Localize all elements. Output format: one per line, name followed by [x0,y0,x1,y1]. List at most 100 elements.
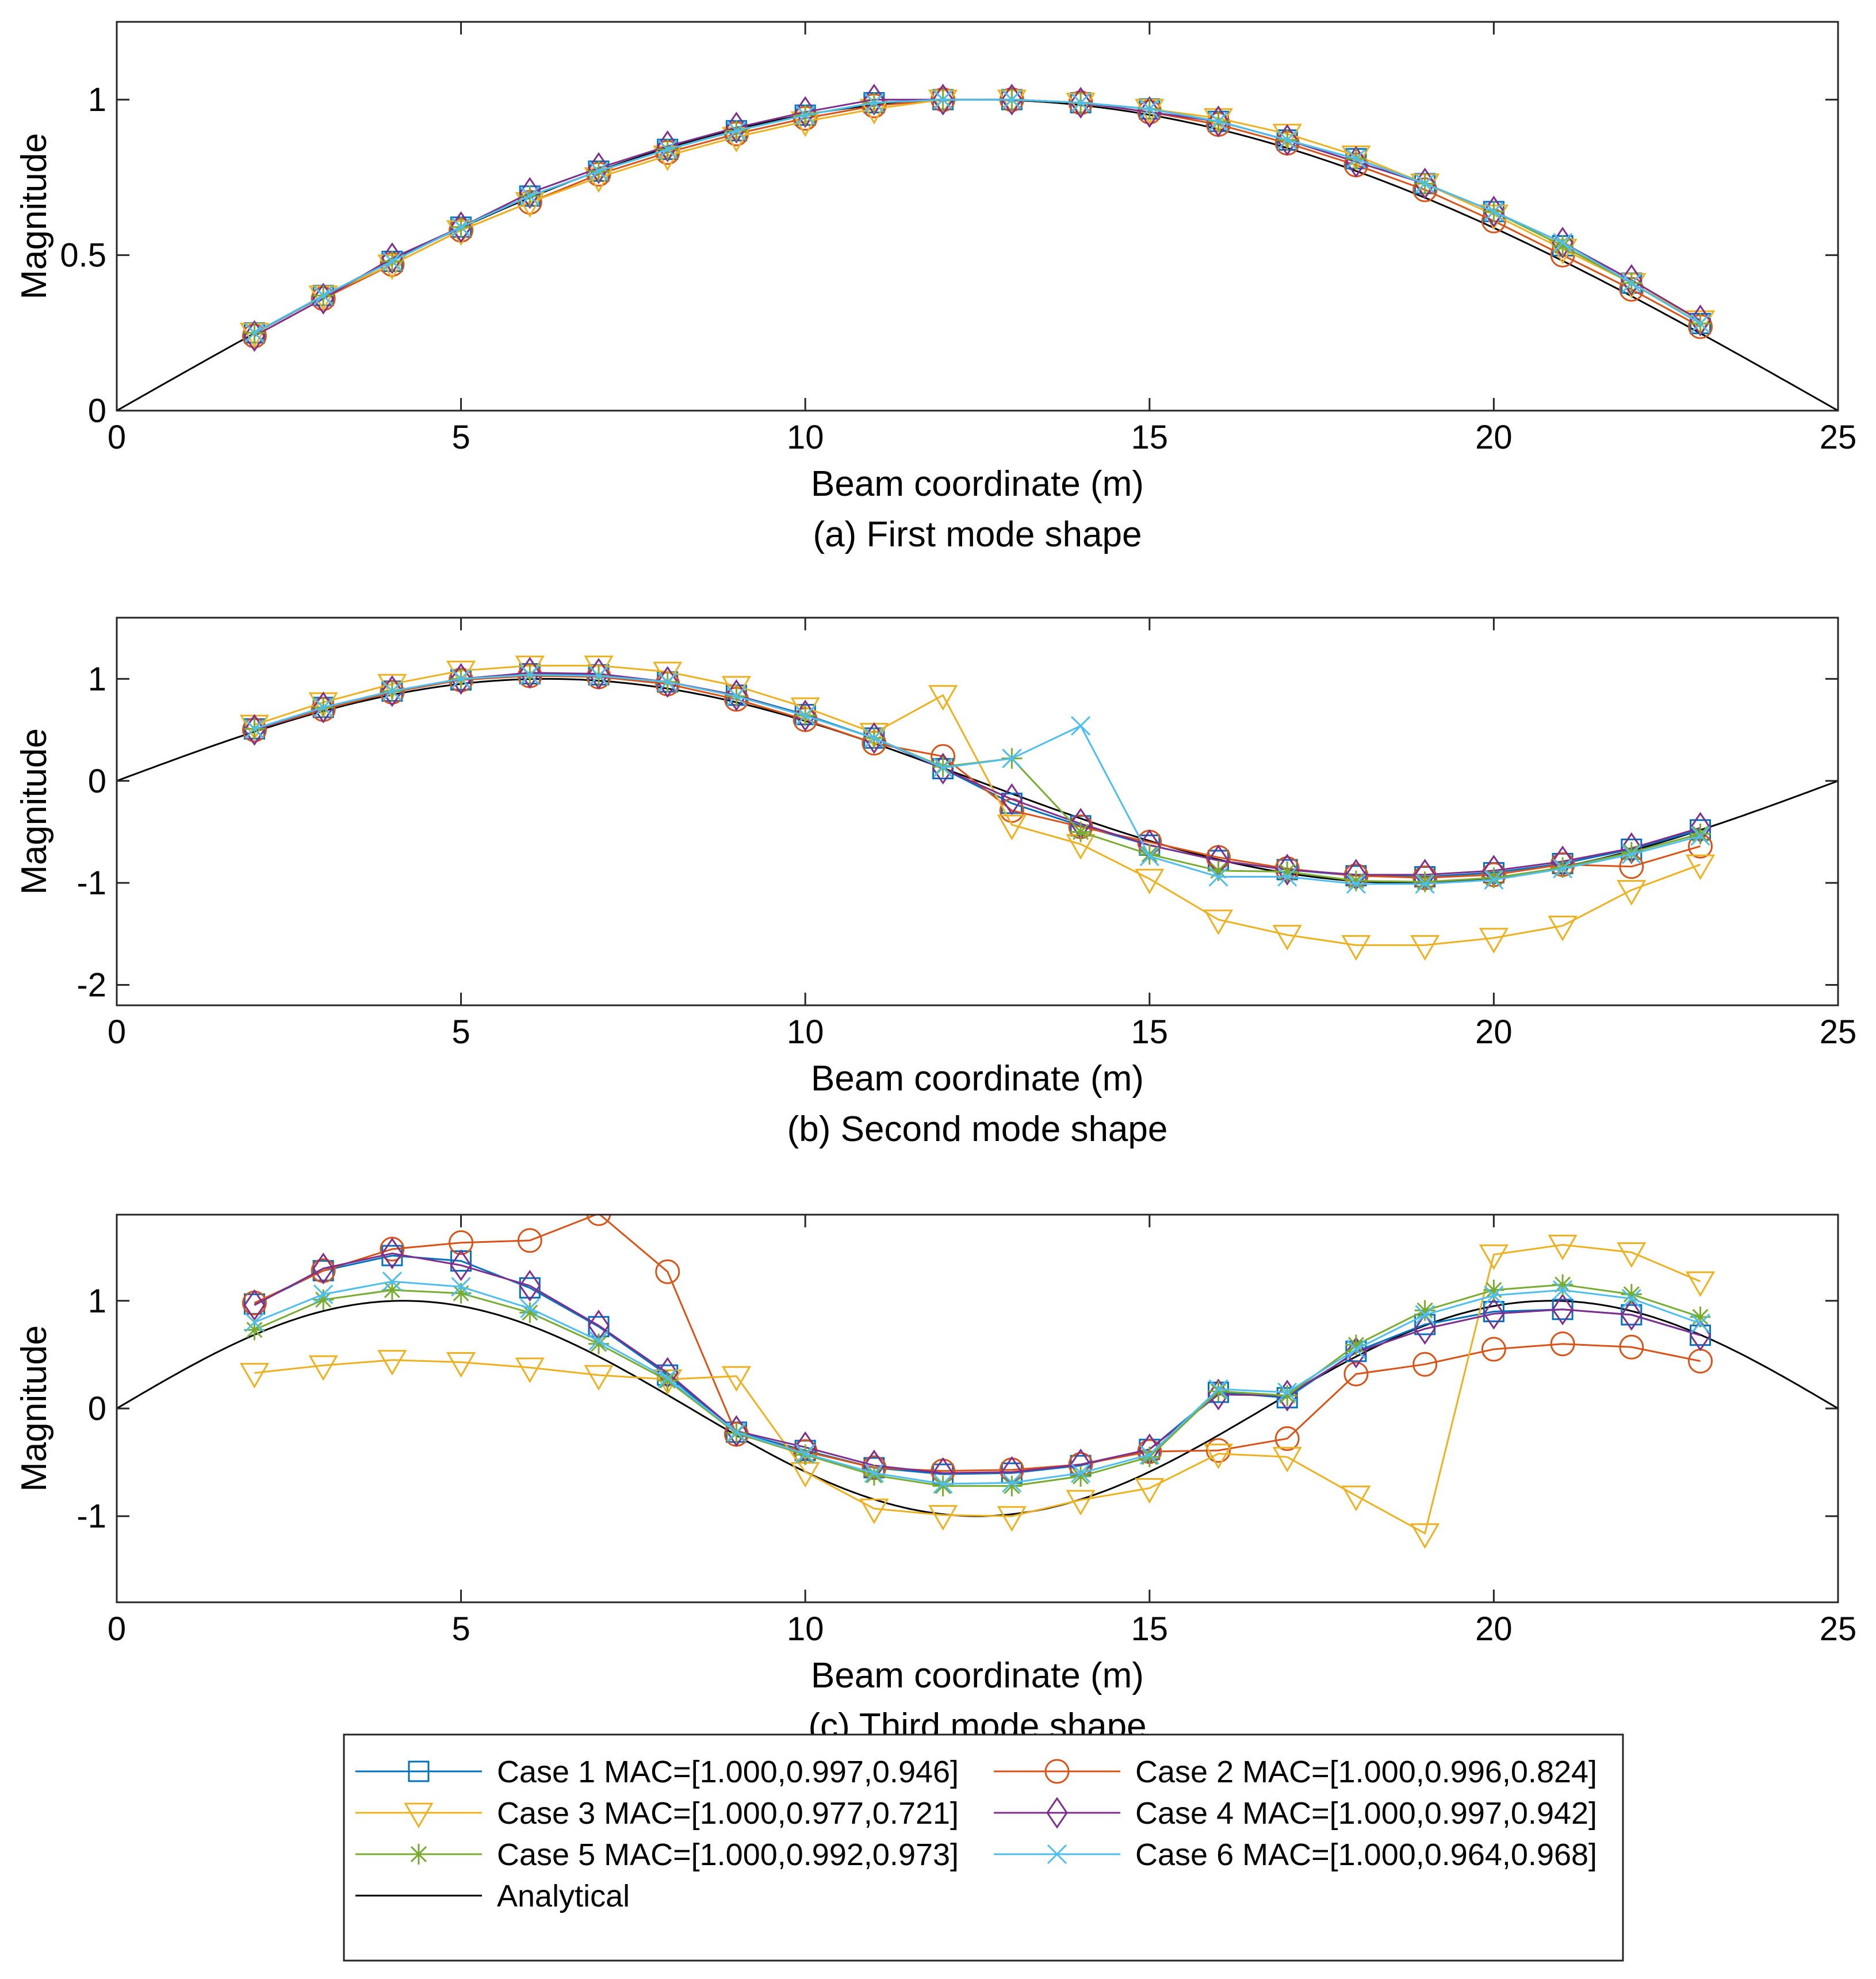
series-line-c5 [254,1284,1701,1487]
data-point-c5-x7 [588,1333,610,1354]
data-point-c6-x7 [588,161,609,181]
data-point-c3-x22 [1617,880,1647,906]
data-point-c2-x16 [1206,1438,1231,1463]
data-point-c6-x6 [520,1298,540,1318]
data-point-c4-x11 [863,722,885,754]
legend-marker-c6 [1047,1844,1067,1865]
data-point-c3-x13 [997,1506,1027,1532]
data-point-c3-x20 [1479,928,1509,954]
data-point-c6-x11 [864,93,884,113]
data-point-c3-x13 [997,814,1027,841]
data-point-c5-x15 [1139,1446,1160,1468]
data-point-c6-x8 [657,1368,677,1388]
data-point-c2-x22 [1619,1334,1644,1360]
data-point-c2-x19 [1412,1352,1438,1377]
data-point-c2-x8 [655,1259,680,1284]
data-point-c5-x18 [1345,870,1366,891]
x-tick-label: 25 [1820,1610,1857,1648]
data-point-c5-x21 [1552,1274,1573,1295]
x-tick-label: 20 [1475,1610,1513,1648]
series-c6-a [244,90,1710,343]
data-point-c3-x9 [721,676,752,702]
data-point-c2-x17 [1274,1426,1300,1451]
data-point-c3-x8 [653,661,683,688]
data-point-c4-x15 [1138,96,1161,128]
data-point-c5-x21 [1552,235,1573,257]
data-point-c6-x23 [1690,826,1710,846]
data-point-c4-x6 [519,177,541,209]
data-point-c4-x8 [656,666,679,698]
data-point-c4-x8 [656,130,679,162]
legend-label: Case 1 MAC=[1.000,0.997,0.946] [497,1755,959,1789]
data-point-c6-x14 [1071,1463,1091,1483]
data-point-c6-x15 [1139,846,1159,867]
data-point-c2-x2 [242,717,267,742]
data-point-c6-x2 [244,1312,265,1333]
data-point-c6-x12 [933,90,953,110]
series-c6-b [244,665,1710,894]
data-point-c4-x19 [1414,1312,1436,1345]
data-point-c4-x21 [1552,227,1573,259]
data-point-c6-x4 [382,681,402,701]
data-point-c6-x3 [313,698,334,718]
data-point-c4-x20 [1483,196,1505,228]
legend-label: Case 5 MAC=[1.000,0.992,0.973] [497,1838,959,1872]
data-point-c5-x19 [1414,1300,1435,1321]
data-point-c6-x20 [1484,870,1504,890]
data-point-c6-x2 [244,719,265,739]
data-point-c4-x10 [794,699,817,732]
data-point-c4-x4 [381,242,403,274]
data-point-c5-x6 [519,1302,541,1323]
data-point-c6-x3 [313,285,334,305]
data-point-c6-x22 [1621,1288,1641,1309]
y-tick-label: -1 [76,1498,106,1535]
data-point-c3-x22 [1617,1242,1647,1268]
data-point-c6-x12 [933,1473,953,1494]
series-line-c3 [254,1243,1701,1535]
legend-marker-c5 [408,1844,429,1865]
data-point-c6-x16 [1208,867,1228,887]
data-point-c5-x22 [1621,841,1642,863]
data-point-c6-x10 [795,105,816,125]
data-point-c4-x2 [243,714,266,746]
data-point-c2-x5 [449,1230,474,1255]
series-line-c6 [254,98,1701,334]
y-tick-label: 1 [88,660,106,698]
data-point-c6-x3 [313,1284,334,1304]
plot-area-a [117,83,1838,411]
data-point-c4-x13 [1001,783,1023,816]
data-point-c2-x21 [1550,1331,1575,1357]
data-point-c4-x4 [381,1237,403,1270]
series-line-c3 [254,664,1701,946]
data-point-c3-x15 [1135,1478,1165,1504]
x-tick-label: 15 [1131,1610,1169,1648]
data-point-c6-x11 [864,728,884,748]
data-point-c2-x6 [517,1228,542,1253]
data-point-c6-x18 [1346,1339,1366,1360]
data-point-c6-x18 [1346,148,1366,169]
y-tick-label: -1 [76,864,106,902]
data-point-c1-x20 [1483,1301,1504,1322]
data-point-c6-x16 [1208,1379,1228,1399]
data-point-c6-x12 [933,757,953,778]
data-point-c3-x17 [1272,925,1302,951]
data-point-c6-x14 [1071,715,1091,736]
y-tick-label: 0.5 [60,237,106,274]
axes-box-b [116,617,1839,1006]
data-point-c5-x5 [450,1283,472,1304]
data-point-c6-x5 [451,217,471,237]
data-point-c6-x9 [726,686,746,706]
data-point-c4-x9 [725,112,748,144]
series-line-c4 [254,1252,1701,1474]
data-point-c2-x18 [1343,1361,1369,1387]
x-tick-label: 20 [1475,419,1513,456]
data-point-c6-x15 [1139,1445,1159,1465]
x-tick-label: 10 [787,1013,824,1051]
data-point-c6-x20 [1484,201,1504,221]
data-point-c4-x4 [381,675,403,707]
legend-item-c2: Case 2 MAC=[1.000,0.996,0.824] [994,1755,1597,1789]
data-point-c6-x7 [588,666,609,686]
data-point-c6-x9 [726,121,746,141]
data-point-c5-x19 [1414,871,1435,893]
data-point-c5-x17 [1277,1385,1298,1406]
